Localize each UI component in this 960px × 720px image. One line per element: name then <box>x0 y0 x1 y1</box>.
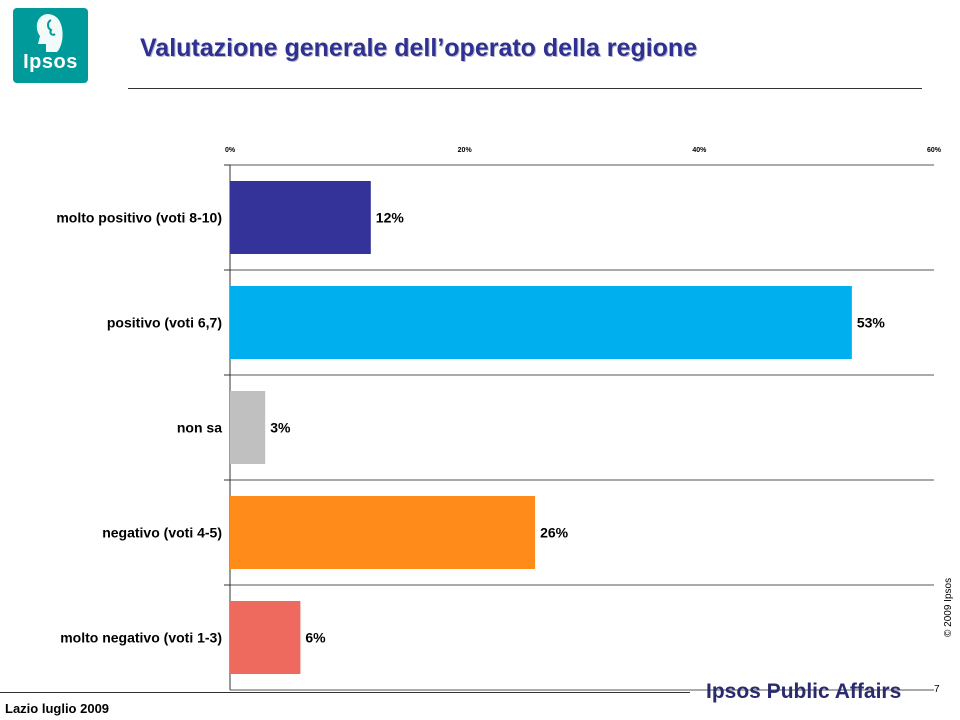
category-label: non sa <box>177 420 222 436</box>
page-title: Valutazione generale dell’operato della … <box>140 34 698 62</box>
bar <box>230 496 536 569</box>
data-label: 26% <box>540 525 569 541</box>
page-number: 7 <box>934 684 940 695</box>
ipsos-logo: Ipsos <box>13 8 88 83</box>
footer-divider <box>0 692 690 693</box>
head-silhouette-icon <box>36 14 63 52</box>
title-divider <box>128 88 922 89</box>
bar <box>230 286 852 359</box>
category-label: negativo (voti 4-5) <box>102 525 222 541</box>
data-label: 12% <box>376 210 405 226</box>
category-label: molto positivo (voti 8-10) <box>56 210 222 226</box>
category-label: molto negativo (voti 1-3) <box>60 630 222 646</box>
category-label: positivo (voti 6,7) <box>107 315 222 331</box>
brand-name: Ipsos Public Affairs <box>706 680 902 703</box>
data-label: 53% <box>857 315 886 331</box>
data-label: 6% <box>305 630 326 646</box>
x-tick-label: 0% <box>225 147 236 154</box>
x-tick-label: 60% <box>927 147 942 154</box>
x-tick-label: 40% <box>692 147 707 154</box>
x-tick-label: 20% <box>458 147 473 154</box>
bar <box>230 391 266 464</box>
bar <box>230 601 301 674</box>
footer-caption: Lazio luglio 2009 <box>5 701 110 716</box>
data-label: 3% <box>270 420 291 436</box>
logo-text: Ipsos <box>23 51 78 73</box>
bar <box>230 181 371 254</box>
